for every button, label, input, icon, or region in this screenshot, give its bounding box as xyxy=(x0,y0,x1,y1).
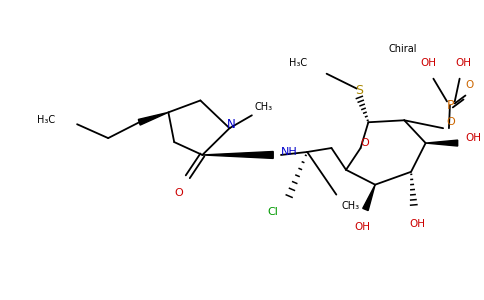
Text: NH: NH xyxy=(281,147,298,157)
Polygon shape xyxy=(138,112,168,125)
Text: Cl: Cl xyxy=(268,207,279,218)
Text: H₃C: H₃C xyxy=(37,115,55,125)
Polygon shape xyxy=(202,152,273,158)
Text: O: O xyxy=(175,188,183,198)
Text: O: O xyxy=(360,138,369,148)
Text: CH₃: CH₃ xyxy=(255,102,272,112)
Text: OH: OH xyxy=(421,58,437,68)
Polygon shape xyxy=(425,140,458,146)
Text: O: O xyxy=(465,80,473,90)
Text: H₃C: H₃C xyxy=(289,58,307,68)
Polygon shape xyxy=(363,185,375,211)
Text: OH: OH xyxy=(355,222,371,232)
Text: CH₃: CH₃ xyxy=(342,202,360,212)
Text: OH: OH xyxy=(466,133,482,143)
Text: S: S xyxy=(355,84,363,97)
Text: O: O xyxy=(447,117,455,127)
Text: Chiral: Chiral xyxy=(388,44,417,54)
Text: OH: OH xyxy=(455,58,471,68)
Text: OH: OH xyxy=(409,219,425,229)
Text: N: N xyxy=(227,118,236,131)
Text: P: P xyxy=(447,99,454,112)
